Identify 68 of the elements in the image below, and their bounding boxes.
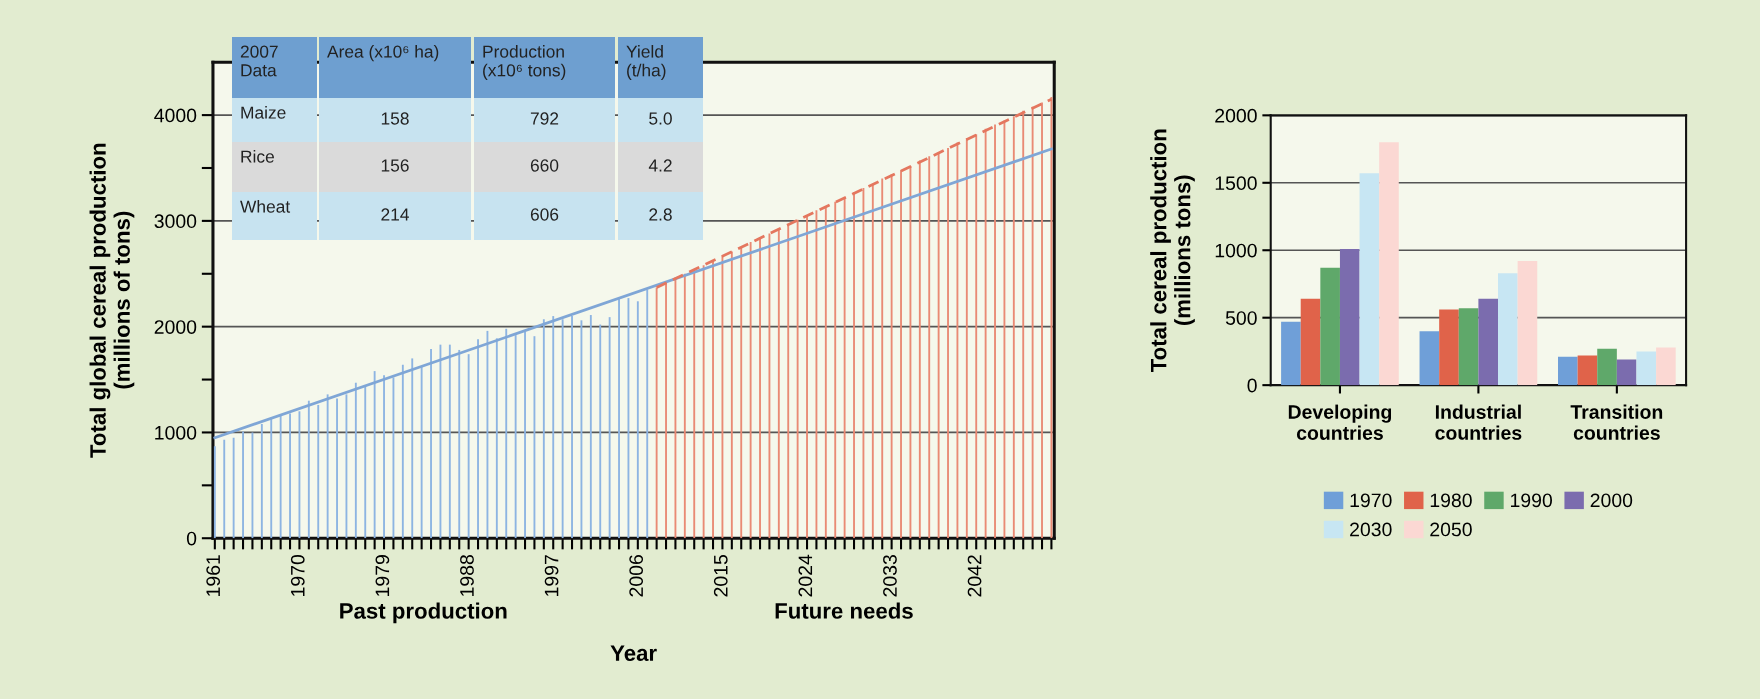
annotation: 606 [530, 208, 559, 221]
x-axis-title: Year [610, 645, 657, 661]
y-tick-label: 1000 [155, 425, 197, 440]
annotation: 156 [381, 159, 409, 172]
x-tick-label: Transition countries [1570, 404, 1663, 440]
annotation: 4.2 [648, 159, 672, 172]
y-axis-title: Total global cereal production (millions of tons) [89, 143, 135, 458]
y-tick-label: 500 [1225, 311, 1257, 325]
x-tick-label: 2006 [629, 555, 644, 597]
annotation: Rice [241, 150, 274, 163]
annotation: Production (x10⁶ tons) [483, 45, 566, 80]
y-tick-label: 0 [186, 531, 197, 546]
y-tick-label: 3000 [154, 214, 197, 229]
y-tick-label: 0 [1247, 378, 1257, 393]
bar [1616, 359, 1637, 386]
bar [1597, 348, 1617, 386]
annotation: 660 [530, 159, 559, 172]
legend-label: 1990 [1510, 493, 1553, 508]
legend-label: 1980 [1430, 493, 1472, 508]
y-tick-label: 2000 [154, 320, 197, 334]
x-tick-label: 1988 [460, 555, 474, 596]
y-tick-label: 2000 [1215, 108, 1257, 123]
text: Past production [340, 602, 507, 624]
annotation: 2007 Data [240, 45, 278, 77]
x-tick-label: Developing countries [1288, 404, 1392, 440]
x-tick-label: 2042 [967, 555, 982, 597]
annotation: Maize [241, 106, 286, 119]
x-tick-label: 1997 [544, 555, 559, 596]
x-tick-label: 1979 [375, 555, 390, 596]
x-tick-label: Industrial countries [1435, 404, 1522, 440]
legend-label: 2030 [1350, 522, 1392, 537]
bar [1498, 273, 1518, 386]
legend-label: 2000 [1590, 493, 1633, 508]
y-axis-title: Total cereal production (millions tons) [1150, 129, 1195, 373]
x-tick-label: 2033 [883, 555, 897, 597]
x-tick-label: 2024 [798, 554, 813, 597]
bar [1379, 142, 1399, 386]
y-tick-label: 1000 [1215, 243, 1257, 258]
bar [1656, 347, 1676, 386]
bar [1339, 248, 1360, 386]
bar [1419, 331, 1440, 386]
bar [1517, 261, 1538, 386]
bar [1300, 298, 1321, 386]
legend-label: 1970 [1350, 493, 1392, 508]
bar [1439, 309, 1459, 386]
text: Area (x10⁶ ha) [327, 45, 439, 62]
annotation: Yield (t/ha) [626, 45, 666, 80]
bar [1478, 298, 1499, 386]
x-tick-label: 2015 [713, 555, 728, 597]
y-tick-label: 1500 [1215, 176, 1257, 191]
bar [1320, 267, 1340, 386]
annotation: 5.0 [649, 112, 672, 125]
x-tick-label: 1961 [206, 555, 221, 596]
annotation: 214 [381, 208, 409, 221]
annotation: 792 [530, 112, 559, 125]
bar [1636, 351, 1657, 386]
legend-label: 2050 [1430, 522, 1472, 537]
y-tick-label: 4000 [154, 108, 197, 123]
bar [1558, 356, 1578, 386]
annotation: Wheat [240, 200, 291, 213]
bar [1577, 355, 1598, 386]
text: Future needs [775, 602, 913, 619]
x-tick-label: 1970 [290, 554, 305, 596]
bar [1281, 321, 1301, 386]
bar [1359, 173, 1380, 386]
annotation: 158 [381, 112, 409, 125]
bar [1458, 308, 1479, 386]
annotation: 2.8 [649, 208, 672, 221]
